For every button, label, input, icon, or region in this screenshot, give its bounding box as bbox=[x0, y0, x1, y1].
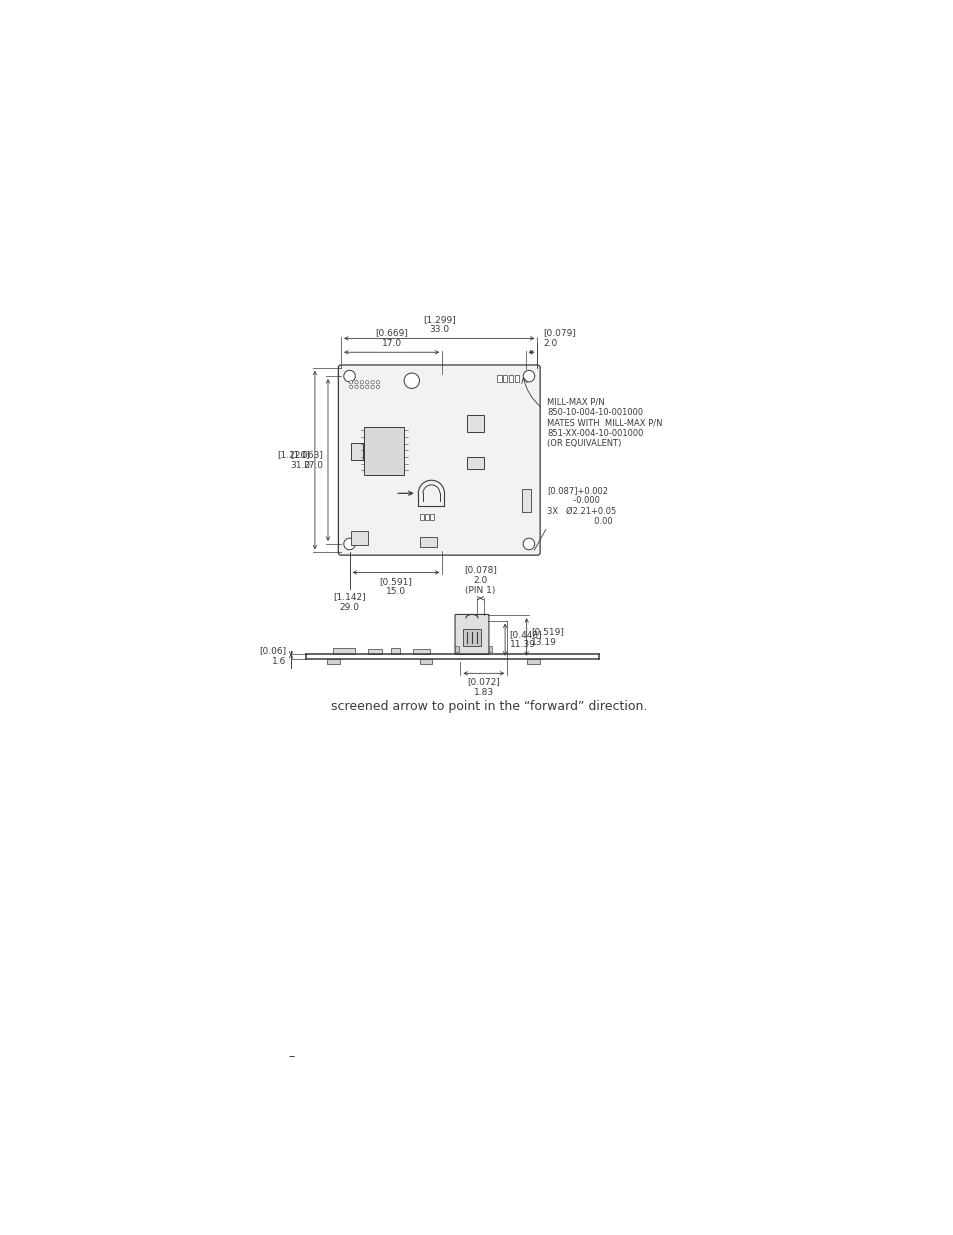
Bar bbox=[351, 531, 368, 545]
Bar bbox=[419, 537, 436, 547]
Text: [1.220]
31.0: [1.220] 31.0 bbox=[277, 451, 310, 469]
Bar bbox=[391, 648, 400, 653]
Bar bbox=[462, 629, 480, 646]
Circle shape bbox=[375, 385, 379, 389]
Circle shape bbox=[365, 385, 369, 389]
Text: [0.519]
13.19: [0.519] 13.19 bbox=[531, 627, 563, 647]
Text: [0.448]
11.39: [0.448] 11.39 bbox=[509, 630, 541, 650]
Bar bbox=[333, 648, 355, 653]
FancyBboxPatch shape bbox=[338, 366, 539, 556]
Text: MILL-MAX P/N
850-10-004-10-001000
MATES WITH  MILL-MAX P/N
851-XX-004-10-001000
: MILL-MAX P/N 850-10-004-10-001000 MATES … bbox=[547, 398, 662, 448]
Text: –: – bbox=[288, 1050, 294, 1063]
Circle shape bbox=[343, 538, 355, 550]
Text: [1.063]
27.0: [1.063] 27.0 bbox=[291, 451, 323, 469]
Bar bbox=[455, 646, 458, 652]
Circle shape bbox=[349, 380, 353, 384]
Text: [1.299]
33.0: [1.299] 33.0 bbox=[422, 315, 456, 335]
Bar bbox=[368, 648, 381, 653]
Bar bbox=[527, 658, 539, 664]
Bar bbox=[351, 443, 362, 461]
Circle shape bbox=[343, 370, 355, 382]
Bar bbox=[508, 374, 513, 383]
Bar bbox=[364, 427, 404, 474]
Circle shape bbox=[404, 373, 419, 389]
Bar bbox=[502, 374, 507, 383]
Circle shape bbox=[360, 385, 363, 389]
Text: [0.06]
1.6: [0.06] 1.6 bbox=[259, 646, 286, 666]
Bar bbox=[466, 457, 483, 469]
Circle shape bbox=[349, 385, 353, 389]
Text: [0.669]
17.0: [0.669] 17.0 bbox=[375, 329, 408, 348]
Text: screened arrow to point in the “forward” direction.: screened arrow to point in the “forward”… bbox=[331, 700, 646, 713]
Bar bbox=[466, 415, 483, 432]
Circle shape bbox=[355, 385, 357, 389]
Text: [0.087]+0.002
          -0.000
3X   Ø2.21+0.05
                  0.00: [0.087]+0.002 -0.000 3X Ø2.21+0.05 0.00 bbox=[547, 487, 616, 526]
Bar bbox=[425, 514, 429, 520]
Text: [1.142]
29.0: [1.142] 29.0 bbox=[333, 592, 366, 611]
Text: [0.591]
15.0: [0.591] 15.0 bbox=[379, 577, 412, 597]
Circle shape bbox=[360, 380, 363, 384]
Bar bbox=[497, 374, 501, 383]
Circle shape bbox=[371, 385, 374, 389]
Circle shape bbox=[375, 380, 379, 384]
Bar bbox=[419, 658, 432, 664]
Circle shape bbox=[522, 538, 535, 550]
Bar bbox=[413, 648, 429, 653]
Bar bbox=[327, 658, 339, 664]
Circle shape bbox=[371, 380, 374, 384]
Bar bbox=[488, 646, 491, 652]
Text: [0.078]
2.0
(PIN 1): [0.078] 2.0 (PIN 1) bbox=[463, 566, 497, 595]
Bar bbox=[419, 514, 423, 520]
Text: [0.072]
1.83: [0.072] 1.83 bbox=[467, 678, 499, 697]
Bar bbox=[515, 374, 518, 383]
Text: [0.079]
2.0: [0.079] 2.0 bbox=[543, 329, 576, 347]
Circle shape bbox=[522, 370, 535, 382]
Circle shape bbox=[355, 380, 357, 384]
FancyBboxPatch shape bbox=[455, 615, 488, 655]
Circle shape bbox=[365, 380, 369, 384]
Bar bbox=[430, 514, 434, 520]
Bar bbox=[522, 489, 530, 511]
